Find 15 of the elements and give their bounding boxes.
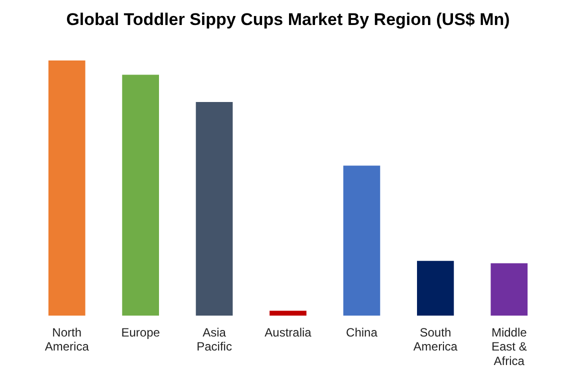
x-tick-label: North America [44, 325, 90, 354]
bar [490, 263, 528, 316]
bar [122, 74, 159, 316]
x-tick-label: Asia Pacific [196, 325, 232, 354]
bar [270, 310, 306, 316]
chart-title: Global Toddler Sippy Cups Market By Region (US$ Mn) [66, 10, 510, 29]
bar [48, 60, 86, 316]
x-tick-label: Australia [264, 325, 312, 340]
x-tick-label: China [346, 325, 378, 340]
bar [417, 260, 454, 316]
bar [343, 166, 380, 316]
x-tick-label: South America [413, 325, 458, 354]
x-tick-label: Europe [121, 325, 160, 340]
bar [196, 102, 233, 316]
x-tick-label: Middle East & Africa [491, 325, 528, 368]
